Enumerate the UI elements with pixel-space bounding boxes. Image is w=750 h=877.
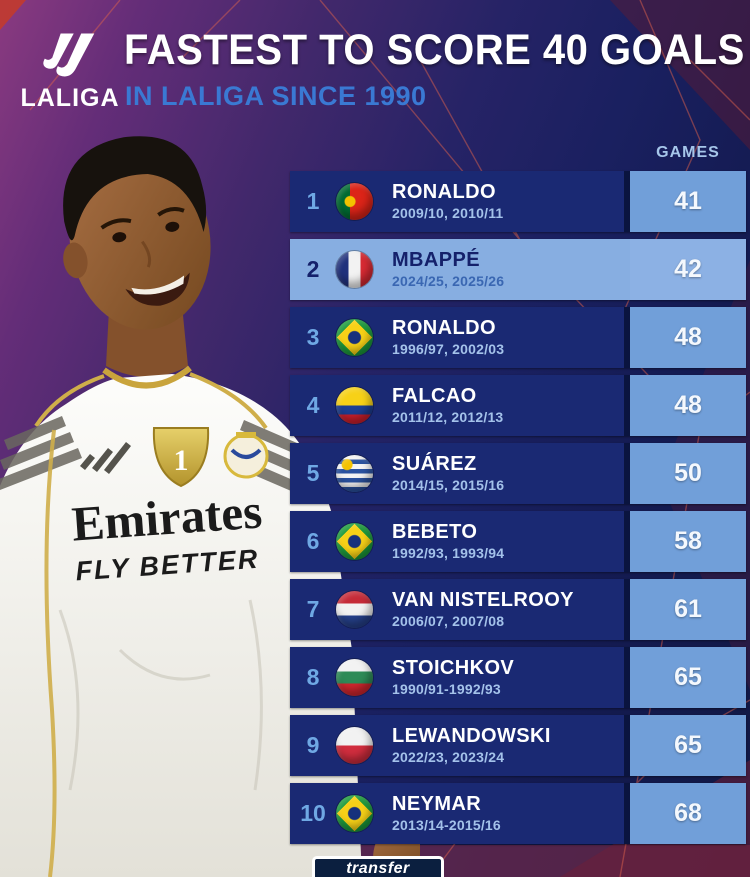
rank-number: 2 (306, 256, 320, 282)
rank-number: 4 (306, 392, 320, 418)
table-row: 9 LEWANDOWSKI 2022/23, 2023/24 65 (290, 715, 746, 776)
player-seasons: 2024/25, 2025/26 (392, 273, 505, 290)
player-name: NEYMAR (392, 793, 482, 816)
table-row: 7 VAN NISTELROOY 2006/07, 2007/08 61 (290, 579, 746, 640)
table-row: 10 NEYMAR 2013/14-2015/16 68 (290, 783, 746, 844)
transfermarkt-watermark: transfer (312, 856, 444, 877)
player-name: RONALDO (392, 317, 496, 340)
games-count: 68 (624, 783, 746, 844)
player-seasons: 2006/07, 2007/08 (392, 613, 505, 630)
flag-uruguay-icon (336, 455, 373, 492)
player-name: STOICHKOV (392, 657, 515, 680)
laliga-glyph-icon (43, 33, 95, 77)
games-count: 48 (624, 307, 746, 368)
player-name: LEWANDOWSKI (392, 725, 551, 748)
flag-poland-icon (336, 727, 373, 764)
flag-portugal-icon (336, 183, 373, 220)
flag-netherlands-icon (336, 591, 373, 628)
player-seasons: 2022/23, 2023/24 (392, 749, 505, 766)
games-count: 65 (624, 647, 746, 708)
player-seasons: 2009/10, 2010/11 (392, 205, 504, 222)
table-row: 1 RONALDO 2009/10, 2010/11 41 (290, 171, 746, 232)
player-name: BEBETO (392, 521, 478, 544)
adidas-logo-icon (80, 442, 131, 474)
player-jersey (0, 374, 362, 877)
rank-number: 1 (306, 188, 320, 214)
player-name: MBAPPÉ (392, 249, 480, 272)
player-name: VAN NISTELROOY (392, 589, 574, 612)
flag-france-icon (336, 251, 373, 288)
laliga-logo: LALIGA (18, 26, 122, 113)
laliga-wordmark: LALIGA (20, 84, 120, 112)
jersey-sponsor-text: Emirates (70, 483, 264, 551)
games-count: 41 (624, 171, 746, 232)
table-row: 2 MBAPPÉ 2024/25, 2025/26 42 (290, 239, 746, 300)
flag-bulgaria-icon (336, 659, 373, 696)
rank-number: 9 (306, 732, 320, 758)
table-row: 4 FALCAO 2011/12, 2012/13 48 (290, 375, 746, 436)
games-count: 48 (624, 375, 746, 436)
flag-brazil-icon (336, 523, 373, 560)
player-seasons: 1990/91-1992/93 (392, 681, 501, 698)
flag-brazil-icon (336, 319, 373, 356)
champions-badge: 1 (152, 427, 210, 488)
rank-number: 7 (306, 596, 320, 622)
games-count: 65 (624, 715, 746, 776)
table-row: 8 STOICHKOV 1990/91-1992/93 65 (290, 647, 746, 708)
watermark-text: transfer (346, 860, 410, 877)
rank-number: 6 (306, 528, 320, 554)
games-count: 61 (624, 579, 746, 640)
player-name: RONALDO (392, 181, 496, 204)
player-head (63, 136, 211, 330)
player-name: FALCAO (392, 385, 477, 408)
player-seasons: 2011/12, 2012/13 (392, 409, 504, 426)
rank-number: 10 (300, 800, 326, 826)
games-count: 58 (624, 511, 746, 572)
player-seasons: 2014/15, 2015/16 (392, 477, 505, 494)
flag-brazil-icon (336, 795, 373, 832)
player-seasons: 2013/14-2015/16 (392, 817, 501, 834)
ranking-table: 1 RONALDO 2009/10, 2010/11 41 2 MBAPPÉ 202… (290, 171, 746, 851)
rank-number: 3 (306, 324, 320, 350)
player-name: SUÁREZ (392, 453, 477, 476)
table-row: 3 RONALDO 1996/97, 2002/03 48 (290, 307, 746, 368)
player-seasons: 1996/97, 2002/03 (392, 341, 505, 358)
games-count: 42 (630, 239, 746, 300)
flag-colombia-icon (336, 387, 373, 424)
rank-number: 8 (306, 664, 320, 690)
table-row: 5 SUÁREZ 2014/15, 2015/16 50 (290, 443, 746, 504)
table-row: 6 BEBETO 1992/93, 1993/94 58 (290, 511, 746, 572)
page-subtitle: IN LALIGA SINCE 1990 (125, 81, 427, 111)
club-crest (223, 432, 269, 479)
player-seasons: 1992/93, 1993/94 (392, 545, 505, 562)
svg-text:1: 1 (174, 444, 189, 477)
rank-number: 5 (306, 460, 320, 486)
games-count: 50 (624, 443, 746, 504)
games-column-header: GAMES (656, 144, 720, 161)
page-title: FASTEST TO SCORE 40 GOALS (124, 27, 745, 74)
